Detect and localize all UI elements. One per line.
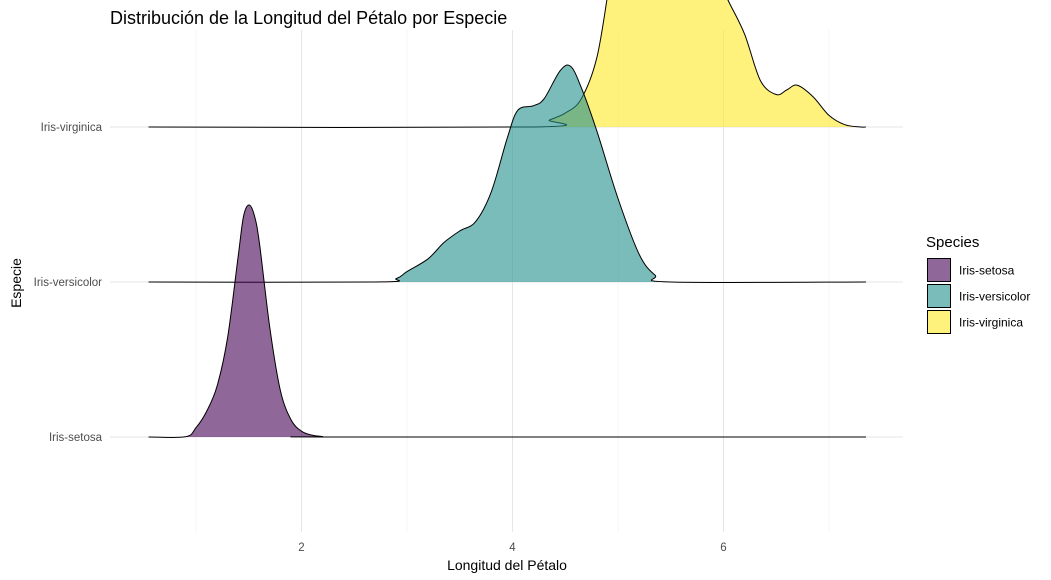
ridge-iris-versicolor bbox=[148, 64, 866, 284]
legend: Species Iris-setosa Iris-versicolor Iris-v… bbox=[926, 234, 1030, 334]
legend-swatch bbox=[927, 310, 951, 334]
legend-swatch bbox=[927, 258, 951, 282]
ridge-area-iris-versicolor bbox=[148, 65, 866, 283]
ridge-area-iris-virginica bbox=[148, 0, 866, 128]
x-axis-title: Longitud del Pétalo bbox=[447, 557, 567, 573]
ridge-outline-iris-setosa bbox=[148, 204, 866, 439]
legend-item-iris-versicolor: Iris-versicolor bbox=[927, 284, 1030, 308]
legend-item-iris-virginica: Iris-virginica bbox=[927, 310, 1023, 334]
ridge-outline-iris-versicolor bbox=[148, 64, 866, 284]
x-axis-ticks: 2 4 6 bbox=[298, 542, 726, 554]
legend-label: Iris-setosa bbox=[959, 264, 1015, 278]
chart-title: Distribución de la Longitud del Pétalo p… bbox=[110, 8, 507, 28]
legend-label: Iris-versicolor bbox=[959, 290, 1030, 304]
x-tick-label: 6 bbox=[720, 542, 726, 554]
ridge-area-iris-setosa bbox=[148, 204, 866, 438]
x-tick-label: 4 bbox=[509, 542, 516, 554]
y-tick-label: Iris-versicolor bbox=[34, 277, 103, 289]
legend-item-iris-setosa: Iris-setosa bbox=[927, 258, 1015, 282]
legend-title: Species bbox=[926, 234, 979, 251]
y-axis-title: Especie bbox=[8, 258, 24, 308]
legend-label: Iris-virginica bbox=[959, 316, 1023, 330]
y-axis-ticks: Iris-setosa Iris-versicolor Iris-virginica bbox=[34, 122, 103, 444]
y-tick-label: Iris-virginica bbox=[41, 122, 103, 134]
legend-swatch bbox=[927, 284, 951, 308]
density-ridges bbox=[148, 0, 866, 439]
legend-items: Iris-setosa Iris-versicolor Iris-virginica bbox=[927, 258, 1030, 334]
y-tick-label: Iris-setosa bbox=[49, 432, 103, 444]
x-tick-label: 2 bbox=[298, 542, 304, 554]
ridge-iris-setosa bbox=[148, 204, 866, 439]
